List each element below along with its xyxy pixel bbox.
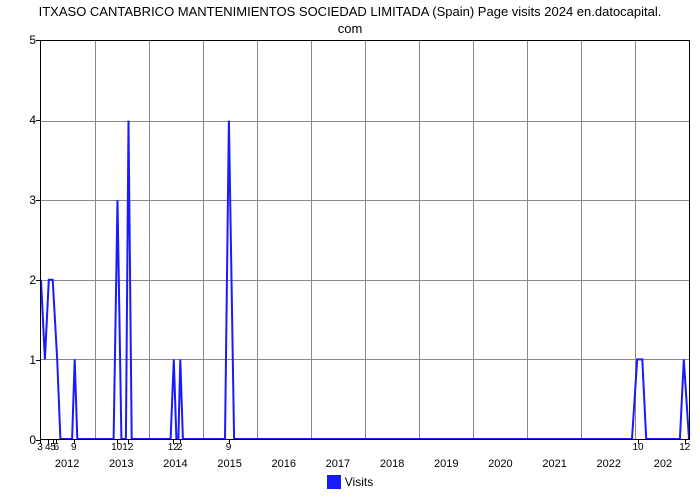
y-tick-label: 5 <box>22 33 36 47</box>
x-major-label: 2020 <box>488 458 512 470</box>
y-tick-label: 1 <box>22 353 36 367</box>
x-major-label: 202 <box>654 458 672 470</box>
x-major-label: 2013 <box>109 458 133 470</box>
x-major-label: 2022 <box>597 458 621 470</box>
x-major-label: 2017 <box>326 458 350 470</box>
legend-label: Visits <box>345 475 373 489</box>
y-tick-label: 2 <box>22 273 36 287</box>
x-major-label: 2014 <box>163 458 187 470</box>
y-tick-label: 4 <box>22 113 36 127</box>
x-major-label: 2016 <box>272 458 296 470</box>
legend: Visits <box>0 474 700 489</box>
chart-container: ITXASO CANTABRICO MANTENIMIENTOS SOCIEDA… <box>0 0 700 500</box>
line-series <box>41 41 689 439</box>
chart-title: ITXASO CANTABRICO MANTENIMIENTOS SOCIEDA… <box>0 4 700 38</box>
y-tick-label: 0 <box>22 433 36 447</box>
x-major-label: 2018 <box>380 458 404 470</box>
plot-area <box>40 40 690 440</box>
x-major-label: 2012 <box>55 458 79 470</box>
legend-swatch <box>327 475 341 489</box>
x-major-label: 2015 <box>217 458 241 470</box>
x-major-label: 2019 <box>434 458 458 470</box>
title-line-1: ITXASO CANTABRICO MANTENIMIENTOS SOCIEDA… <box>39 4 662 19</box>
x-major-label: 2021 <box>542 458 566 470</box>
y-tick-label: 3 <box>22 193 36 207</box>
title-line-2: com <box>338 21 363 36</box>
